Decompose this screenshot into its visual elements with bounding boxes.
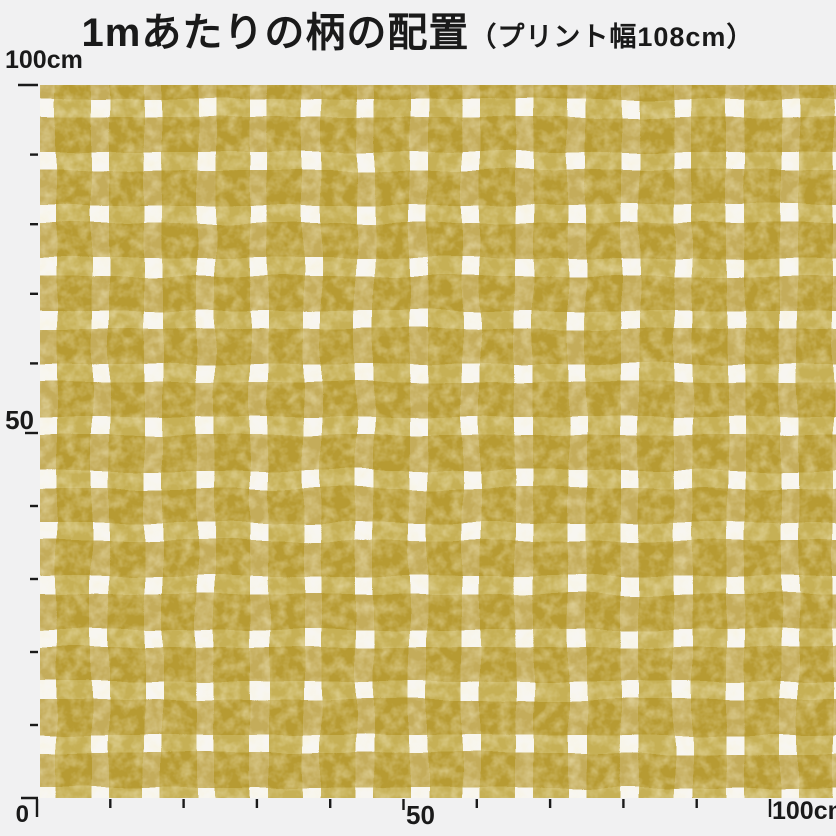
left-ruler-50-label: 50 xyxy=(5,405,34,435)
title-main-text: 1mあたりの柄の配置 xyxy=(81,11,470,55)
bottom-ruler-50-label: 50 xyxy=(406,800,435,830)
title-sub-text: （プリント幅108cm） xyxy=(469,22,755,52)
gingham-pattern-swatch xyxy=(40,85,836,798)
page-title: 1mあたりの柄の配置（プリント幅108cm） xyxy=(0,4,836,71)
left-ruler-100cm-label: 100cm xyxy=(5,46,83,74)
bottom-ruler-100cm-label: 100cm xyxy=(772,797,836,825)
origin-0-label: 0 xyxy=(15,801,29,828)
pattern-texture xyxy=(40,85,836,798)
